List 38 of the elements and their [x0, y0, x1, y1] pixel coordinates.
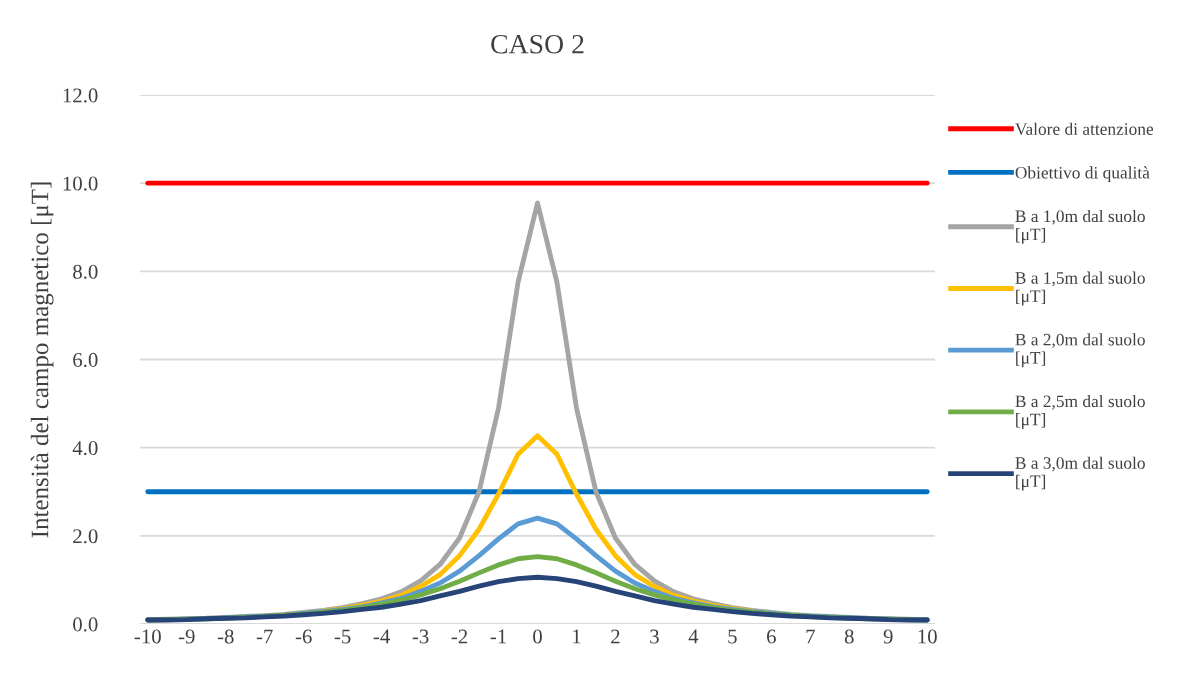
x-tick-label: 9 [883, 629, 893, 644]
legend-label: B a 2,0m dal suolo [μT] [1015, 333, 1145, 368]
y-tick-label: 10.0 [63, 176, 98, 191]
x-tick-label: -6 [295, 629, 312, 644]
x-tick-label: 2 [611, 629, 620, 644]
legend-label: Valore di attenzione [1015, 122, 1154, 136]
x-tick-label: -5 [334, 629, 351, 644]
x-tick-label: -9 [178, 629, 195, 644]
x-tick-label: 3 [650, 629, 659, 644]
x-tick-label: 4 [688, 629, 699, 644]
x-tick-label: 8 [844, 629, 854, 644]
legend-label: B a 1,0m dal suolo [μT] [1015, 209, 1145, 244]
x-tick-label: 7 [806, 629, 815, 644]
x-tick-label: -3 [412, 629, 429, 644]
x-tick-label: 10 [918, 629, 937, 644]
y-axis-title: Intensità del campo magnetico [μT] [30, 182, 54, 538]
y-tick-label: 2.0 [73, 529, 98, 544]
x-tick-label: -7 [256, 629, 273, 644]
x-tick-label: -4 [373, 629, 390, 644]
chart-title: CASO 2 [491, 34, 584, 54]
y-tick-label: 12.0 [63, 88, 98, 103]
y-tick-label: 6.0 [73, 352, 98, 368]
legend-label: B a 2,5m dal suolo [μT] [1015, 394, 1145, 429]
x-tick-label: -10 [134, 629, 161, 644]
x-tick-label: 1 [573, 629, 581, 644]
x-tick-label: 6 [767, 629, 776, 644]
x-tick-label: -1 [490, 629, 506, 644]
y-tick-label: 0.0 [73, 617, 98, 632]
x-tick-label: -2 [451, 629, 468, 644]
line-series [145, 574, 930, 623]
x-tick-label: 0 [533, 629, 542, 644]
legend-label: Obiettivo di qualità [1015, 166, 1150, 183]
legend-label: B a 1,5m dal suolo [μT] [1015, 271, 1145, 306]
x-tick-label: -8 [217, 629, 234, 644]
legend-label: B a 3,0m dal suolo [μT] [1015, 456, 1145, 491]
y-tick-label: 4.0 [72, 441, 98, 456]
y-tick-label: 8.0 [73, 264, 98, 279]
x-tick-label: 5 [728, 629, 737, 644]
